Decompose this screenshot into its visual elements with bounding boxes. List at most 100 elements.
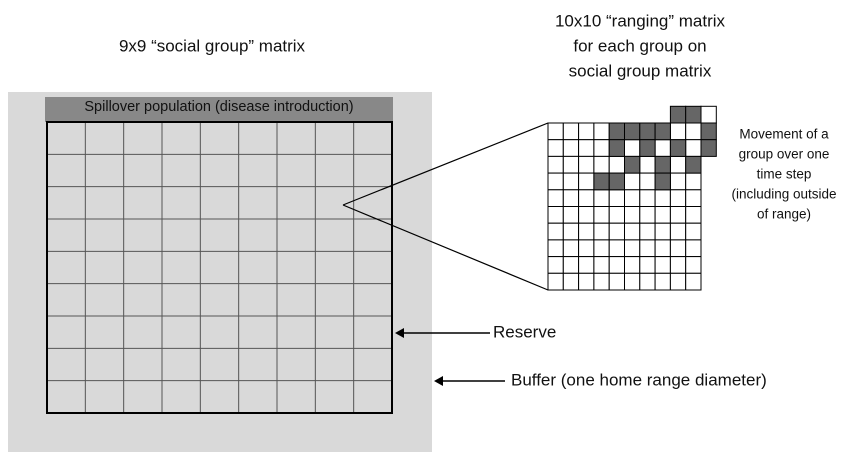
movement-cell <box>593 172 610 191</box>
cell <box>593 272 610 291</box>
cell <box>608 239 626 258</box>
movement-note-line: Movement of a <box>739 127 829 142</box>
arrow-head <box>434 376 443 386</box>
cell <box>562 139 580 157</box>
movement-cell <box>608 172 626 191</box>
cell <box>669 239 687 258</box>
movement-note-line: time step <box>757 167 812 182</box>
cell <box>547 239 564 258</box>
cell <box>547 256 564 274</box>
cell <box>608 256 626 274</box>
cell <box>547 139 564 157</box>
cell <box>700 105 717 124</box>
cell <box>593 122 610 141</box>
cell <box>685 272 702 291</box>
cell <box>639 155 656 174</box>
cell <box>547 222 564 241</box>
cell <box>593 239 610 258</box>
cell <box>669 189 687 208</box>
cell <box>624 239 641 258</box>
cell <box>608 206 626 224</box>
right-title: 10x10 “ranging” matrix for each group on s… <box>555 11 726 80</box>
cell <box>562 222 580 241</box>
reserve-label: Reserve <box>493 322 556 341</box>
movement-cell <box>639 122 656 141</box>
cell <box>562 272 580 291</box>
cell <box>562 256 580 274</box>
cell <box>685 256 702 274</box>
movement-cell <box>608 122 626 141</box>
cell <box>624 272 641 291</box>
cell <box>578 172 595 191</box>
cell <box>639 256 656 274</box>
cell <box>578 256 595 274</box>
cell <box>654 222 671 241</box>
movement-cell <box>700 139 717 157</box>
cell <box>578 139 595 157</box>
movement-note-line: (including outside <box>731 187 836 202</box>
cell <box>624 172 641 191</box>
cell <box>669 206 687 224</box>
cell <box>639 206 656 224</box>
movement-cell <box>685 155 702 174</box>
cell <box>624 189 641 208</box>
buffer-area <box>8 92 432 452</box>
movement-cell <box>608 139 626 157</box>
cell <box>562 122 580 141</box>
cell <box>654 189 671 208</box>
cell <box>685 189 702 208</box>
cell <box>547 189 564 208</box>
movement-cell <box>669 105 687 124</box>
spillover-strip <box>45 97 393 122</box>
movement-cell <box>624 122 641 141</box>
cell <box>593 256 610 274</box>
cell <box>578 272 595 291</box>
cell <box>654 239 671 258</box>
grid-border <box>46 121 393 414</box>
cell <box>639 172 656 191</box>
cell <box>669 256 687 274</box>
cell <box>562 155 580 174</box>
social-group-grid <box>46 121 393 414</box>
cell <box>639 272 656 291</box>
cell <box>562 172 580 191</box>
cell <box>547 155 564 174</box>
cell <box>608 189 626 208</box>
movement-note: Movement of a group over one time step (inc… <box>731 127 836 222</box>
cell <box>578 189 595 208</box>
cell <box>562 206 580 224</box>
cell <box>578 206 595 224</box>
movement-cell <box>654 155 671 174</box>
buffer-label: Buffer (one home range diameter) <box>511 370 767 389</box>
cell <box>578 222 595 241</box>
movement-note-line: of range) <box>757 207 811 222</box>
cell <box>654 139 671 157</box>
movement-cell <box>624 155 641 174</box>
zoom-line <box>342 204 549 291</box>
cell <box>593 222 610 241</box>
right-title-line: social group matrix <box>569 61 712 80</box>
cell <box>669 155 687 174</box>
cell <box>593 189 610 208</box>
cell <box>639 222 656 241</box>
cell <box>685 122 702 141</box>
cell <box>669 172 687 191</box>
cell <box>578 122 595 141</box>
right-title-line: for each group on <box>573 36 706 55</box>
cell <box>669 272 687 291</box>
zoom-line <box>342 122 549 206</box>
cell <box>562 239 580 258</box>
cell <box>654 206 671 224</box>
ranging-grid <box>547 105 717 291</box>
cell <box>669 222 687 241</box>
cell <box>624 222 641 241</box>
cell <box>639 239 656 258</box>
cell <box>547 206 564 224</box>
movement-cell <box>654 122 671 141</box>
right-title-line: 10x10 “ranging” matrix <box>555 11 726 30</box>
movement-cell <box>669 139 687 157</box>
cell <box>593 155 610 174</box>
cell <box>624 256 641 274</box>
